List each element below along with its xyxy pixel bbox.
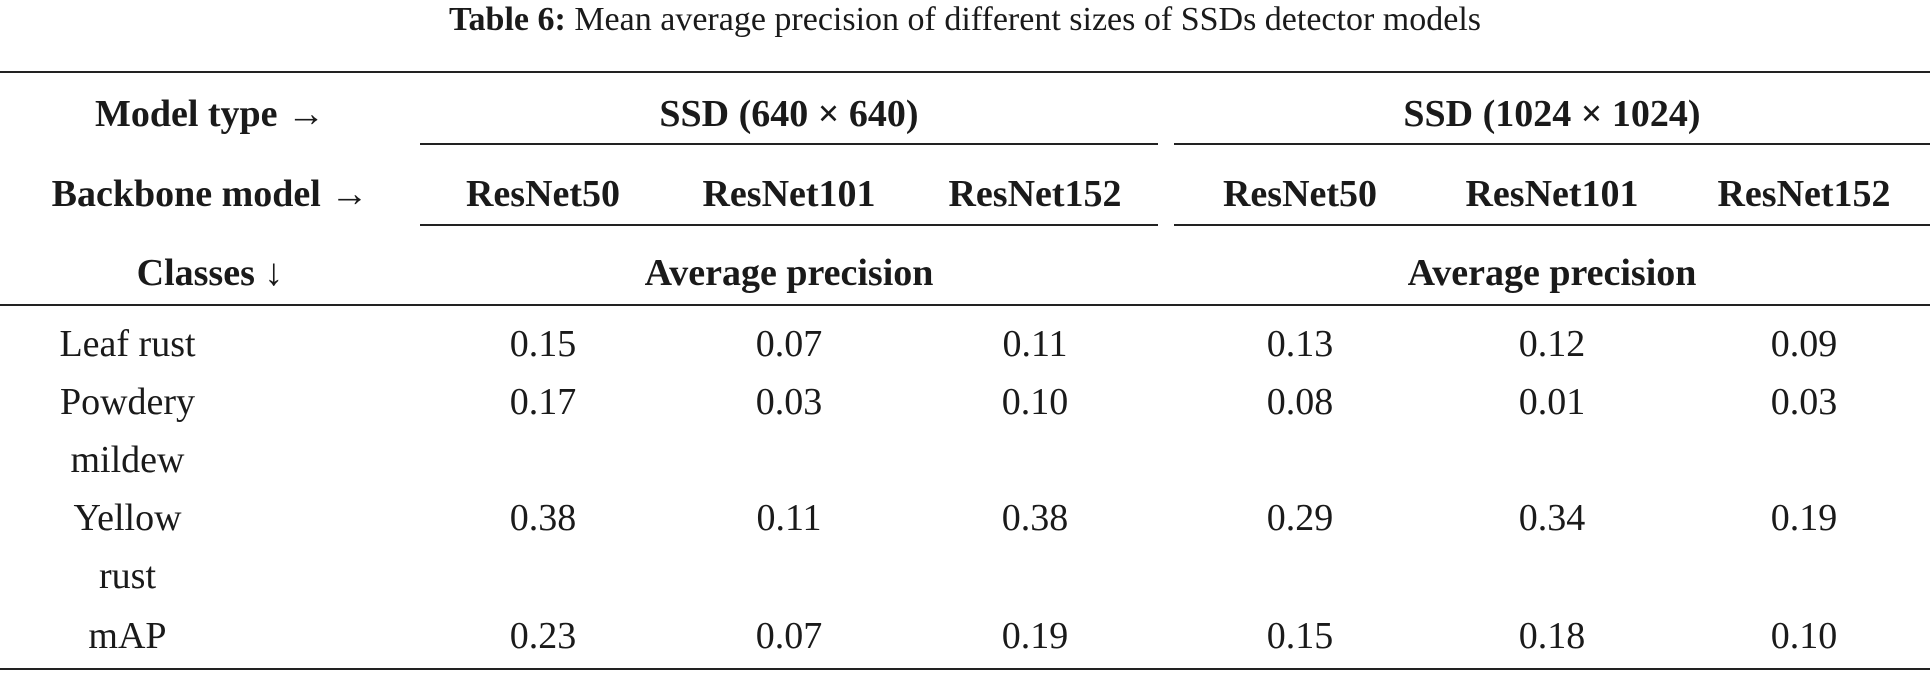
metric-label-640: Average precision	[644, 252, 934, 294]
class-line: mildew	[70, 439, 185, 481]
backbone-rule-1024	[1174, 224, 1930, 226]
table-caption: Table 6: Mean average precision of diffe…	[0, 0, 1930, 44]
row-class-yellow-rust: Yellow rust	[0, 496, 255, 598]
table-cell: 0.29	[1266, 497, 1334, 539]
row-class-map: mAP	[0, 614, 255, 658]
table-cell: 0.23	[509, 615, 577, 657]
table-cell: 0.12	[1518, 323, 1586, 365]
table-cell: 0.15	[1266, 615, 1334, 657]
model-type-label: Model type →	[94, 93, 326, 135]
classes-label: Classes ↓	[136, 252, 284, 294]
table-cell: 0.07	[755, 615, 823, 657]
table-cell: 0.18	[1518, 615, 1586, 657]
table-cell: 0.34	[1518, 497, 1586, 539]
table-cell: 0.08	[1266, 381, 1334, 423]
table-cell: 0.10	[1770, 615, 1838, 657]
backbone-resnet152-1024: ResNet152	[1717, 173, 1891, 215]
backbone-resnet152-640: ResNet152	[948, 173, 1122, 215]
table-cell: 0.15	[509, 323, 577, 365]
class-line: Yellow	[73, 497, 182, 539]
table-cell: 0.17	[509, 381, 577, 423]
table-cell: 0.09	[1770, 323, 1838, 365]
header-rule	[0, 304, 1930, 306]
backbone-resnet50-1024: ResNet50	[1222, 173, 1378, 215]
table-cell: 0.38	[1001, 497, 1069, 539]
backbone-rule-640	[420, 224, 1158, 226]
table-cell: 0.19	[1770, 497, 1838, 539]
bottom-rule	[0, 668, 1930, 670]
table-cell: 0.13	[1266, 323, 1334, 365]
table-cell: 0.03	[755, 381, 823, 423]
class-line: Leaf rust	[59, 323, 196, 365]
row-class-powdery-mildew: Powdery mildew	[0, 380, 255, 482]
class-line: mAP	[88, 615, 167, 657]
class-line: rust	[99, 555, 156, 597]
caption-text: Mean average precision of different size…	[574, 1, 1482, 38]
model-type-640: SSD (640 × 640)	[659, 93, 919, 135]
metric-label-1024: Average precision	[1407, 252, 1697, 294]
table-cell: 0.19	[1001, 615, 1069, 657]
table-cell: 0.03	[1770, 381, 1838, 423]
table-cell: 0.07	[755, 323, 823, 365]
backbone-resnet50-640: ResNet50	[465, 173, 621, 215]
table-cell: 0.38	[509, 497, 577, 539]
table-cell: 0.11	[756, 497, 822, 539]
group-rule-1024	[1174, 143, 1930, 145]
model-type-1024: SSD (1024 × 1024)	[1403, 93, 1701, 135]
row-class-leaf-rust: Leaf rust	[0, 322, 255, 366]
backbone-resnet101-640: ResNet101	[702, 173, 876, 215]
backbone-resnet101-1024: ResNet101	[1465, 173, 1639, 215]
group-rule-640	[420, 143, 1158, 145]
backbone-label: Backbone model →	[51, 173, 369, 215]
top-rule	[0, 71, 1930, 73]
table-cell: 0.11	[1002, 323, 1068, 365]
caption-label: Table 6:	[448, 1, 566, 38]
class-line: Powdery	[59, 381, 196, 423]
table-cell: 0.10	[1001, 381, 1069, 423]
table-cell: 0.01	[1518, 381, 1586, 423]
